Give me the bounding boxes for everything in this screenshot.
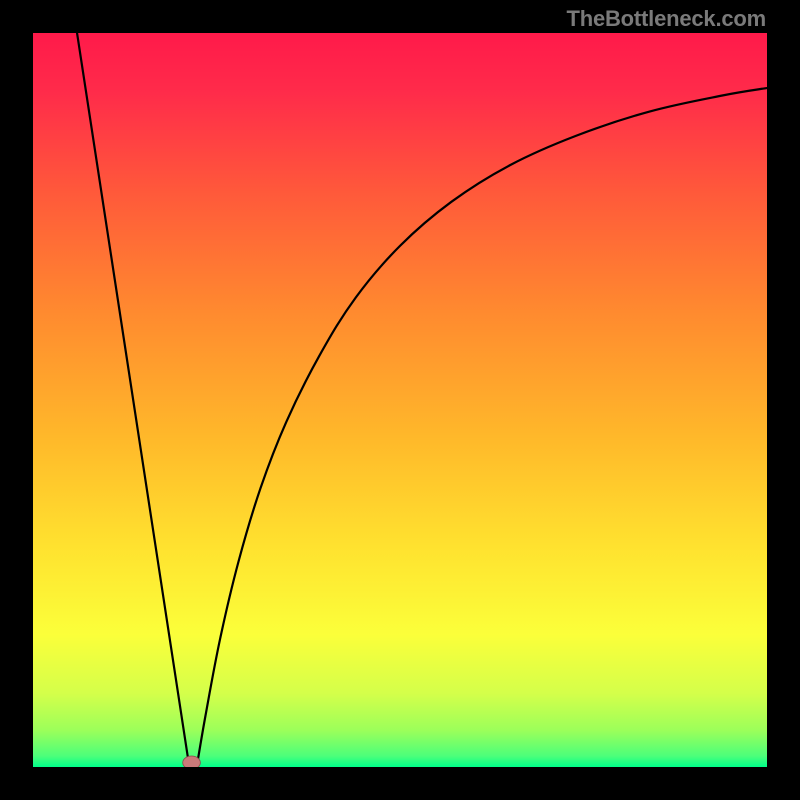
curve-layer (33, 33, 767, 767)
optimal-marker (183, 756, 201, 767)
watermark-text: TheBottleneck.com (566, 6, 766, 32)
bottleneck-curve (77, 33, 767, 767)
plot-area (33, 33, 767, 767)
bottleneck-chart: TheBottleneck.com (0, 0, 800, 800)
